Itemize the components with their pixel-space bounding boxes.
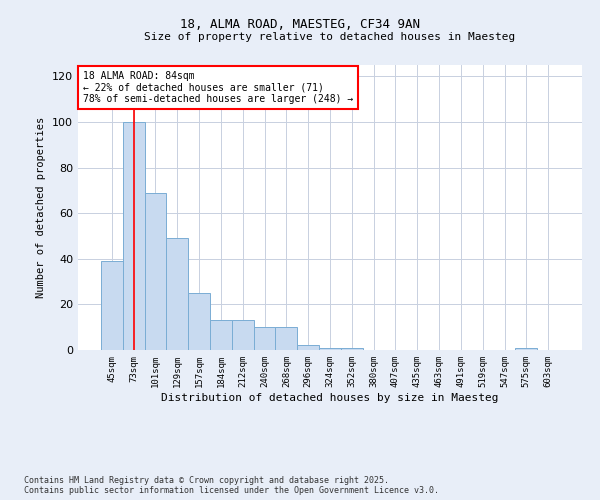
Y-axis label: Number of detached properties: Number of detached properties: [37, 117, 46, 298]
Bar: [341, 348, 363, 350]
Bar: [515, 348, 537, 350]
Text: 18, ALMA ROAD, MAESTEG, CF34 9AN: 18, ALMA ROAD, MAESTEG, CF34 9AN: [180, 18, 420, 30]
Bar: [232, 320, 254, 350]
Bar: [145, 192, 166, 350]
Bar: [297, 346, 319, 350]
Title: Size of property relative to detached houses in Maesteg: Size of property relative to detached ho…: [145, 32, 515, 42]
Text: Contains HM Land Registry data © Crown copyright and database right 2025.
Contai: Contains HM Land Registry data © Crown c…: [24, 476, 439, 495]
Text: 18 ALMA ROAD: 84sqm
← 22% of detached houses are smaller (71)
78% of semi-detach: 18 ALMA ROAD: 84sqm ← 22% of detached ho…: [83, 70, 353, 104]
X-axis label: Distribution of detached houses by size in Maesteg: Distribution of detached houses by size …: [161, 392, 499, 402]
Bar: [166, 238, 188, 350]
Bar: [188, 293, 210, 350]
Bar: [275, 327, 297, 350]
Bar: [123, 122, 145, 350]
Bar: [254, 327, 275, 350]
Bar: [319, 348, 341, 350]
Bar: [101, 261, 123, 350]
Bar: [210, 320, 232, 350]
